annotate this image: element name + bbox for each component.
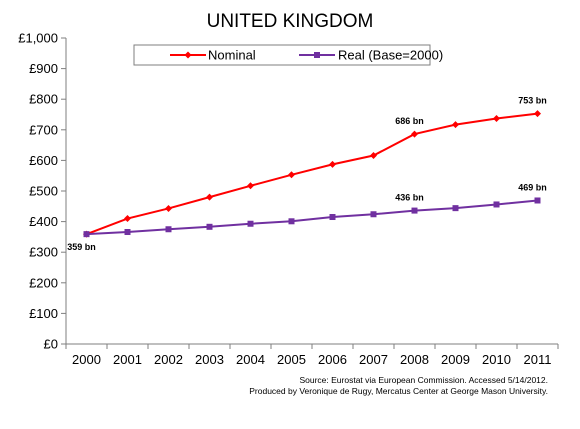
series-line bbox=[86, 112, 538, 236]
data-point bbox=[247, 220, 254, 227]
y-tick-label: £300 bbox=[29, 245, 58, 260]
source-line-1: Source: Eurostat via European Commission… bbox=[299, 375, 548, 385]
data-point bbox=[452, 205, 459, 212]
source-line-2: Produced by Veronique de Rugy, Mercatus … bbox=[249, 386, 548, 396]
y-tick-label: £600 bbox=[29, 153, 58, 168]
source-note: Source: Eurostat via European Commission… bbox=[249, 375, 548, 396]
y-tick-label: £900 bbox=[29, 61, 58, 76]
y-tick-label: £400 bbox=[29, 214, 58, 229]
data-point bbox=[370, 152, 377, 160]
data-point bbox=[124, 229, 131, 236]
legend: Nominal Real (Base=2000) bbox=[133, 44, 443, 66]
data-point bbox=[452, 121, 459, 129]
x-axis-ticks: 2000 2001 2002 2003 2004 2005 2006 2007 2008 2009… bbox=[65, 344, 559, 367]
data-point bbox=[247, 182, 254, 190]
series-nominal bbox=[83, 110, 541, 238]
series-line bbox=[86, 199, 538, 236]
series-layer bbox=[83, 110, 541, 238]
data-point bbox=[370, 211, 377, 218]
x-tick-label: 2002 bbox=[154, 352, 183, 367]
data-point bbox=[329, 214, 336, 221]
data-point bbox=[534, 110, 541, 118]
data-label: 359 bn bbox=[67, 242, 96, 252]
data-label: 436 bn bbox=[395, 193, 424, 203]
data-label: 753 bn bbox=[518, 96, 547, 106]
data-point bbox=[493, 114, 500, 122]
data-point bbox=[206, 223, 213, 230]
y-tick-label: £700 bbox=[29, 122, 58, 137]
legend-nominal-label: Nominal bbox=[208, 48, 256, 63]
x-tick-label: 2010 bbox=[482, 352, 511, 367]
data-label: 469 bn bbox=[518, 182, 547, 192]
data-point bbox=[411, 207, 418, 214]
y-tick-label: £200 bbox=[29, 275, 58, 290]
data-point bbox=[534, 197, 541, 204]
legend-real-label: Real (Base=2000) bbox=[338, 48, 443, 63]
y-tick-label: £800 bbox=[29, 92, 58, 107]
legend-box bbox=[133, 44, 431, 66]
data-point bbox=[206, 193, 213, 201]
axes bbox=[65, 38, 558, 345]
y-tick-label: £0 bbox=[44, 337, 58, 352]
data-annotations: 359 bn 686 bn 753 bn 436 bn 469 bn bbox=[67, 96, 547, 253]
data-point bbox=[329, 160, 336, 168]
data-point bbox=[124, 215, 131, 223]
legend-nominal-marker bbox=[184, 51, 192, 59]
data-label: 686 bn bbox=[395, 116, 424, 126]
data-point bbox=[165, 204, 172, 212]
y-tick-label: £500 bbox=[29, 184, 58, 199]
data-point bbox=[288, 171, 295, 179]
data-point bbox=[83, 231, 90, 238]
data-point bbox=[411, 130, 418, 138]
x-tick-label: 2009 bbox=[441, 352, 470, 367]
x-tick-label: 2007 bbox=[359, 352, 388, 367]
x-tick-label: 2005 bbox=[277, 352, 306, 367]
x-tick-label: 2001 bbox=[113, 352, 142, 367]
chart-title: UNITED KINGDOM bbox=[207, 11, 374, 32]
y-tick-label: £1,000 bbox=[18, 31, 58, 46]
y-tick-label: £100 bbox=[29, 306, 58, 321]
x-tick-label: 2000 bbox=[72, 352, 101, 367]
data-point bbox=[288, 218, 295, 225]
x-tick-label: 2011 bbox=[524, 352, 552, 367]
data-point bbox=[493, 201, 500, 208]
x-tick-label: 2008 bbox=[400, 352, 429, 367]
data-point bbox=[165, 226, 172, 233]
x-tick-label: 2003 bbox=[195, 352, 224, 367]
x-tick-label: 2006 bbox=[318, 352, 347, 367]
y-axis-ticks: £0 £100 £200 £300 £400 £500 £600 £700 £800 £900 £1… bbox=[18, 31, 66, 352]
x-tick-label: 2004 bbox=[236, 352, 265, 367]
legend-real-marker bbox=[314, 52, 320, 58]
series-real bbox=[83, 197, 541, 238]
